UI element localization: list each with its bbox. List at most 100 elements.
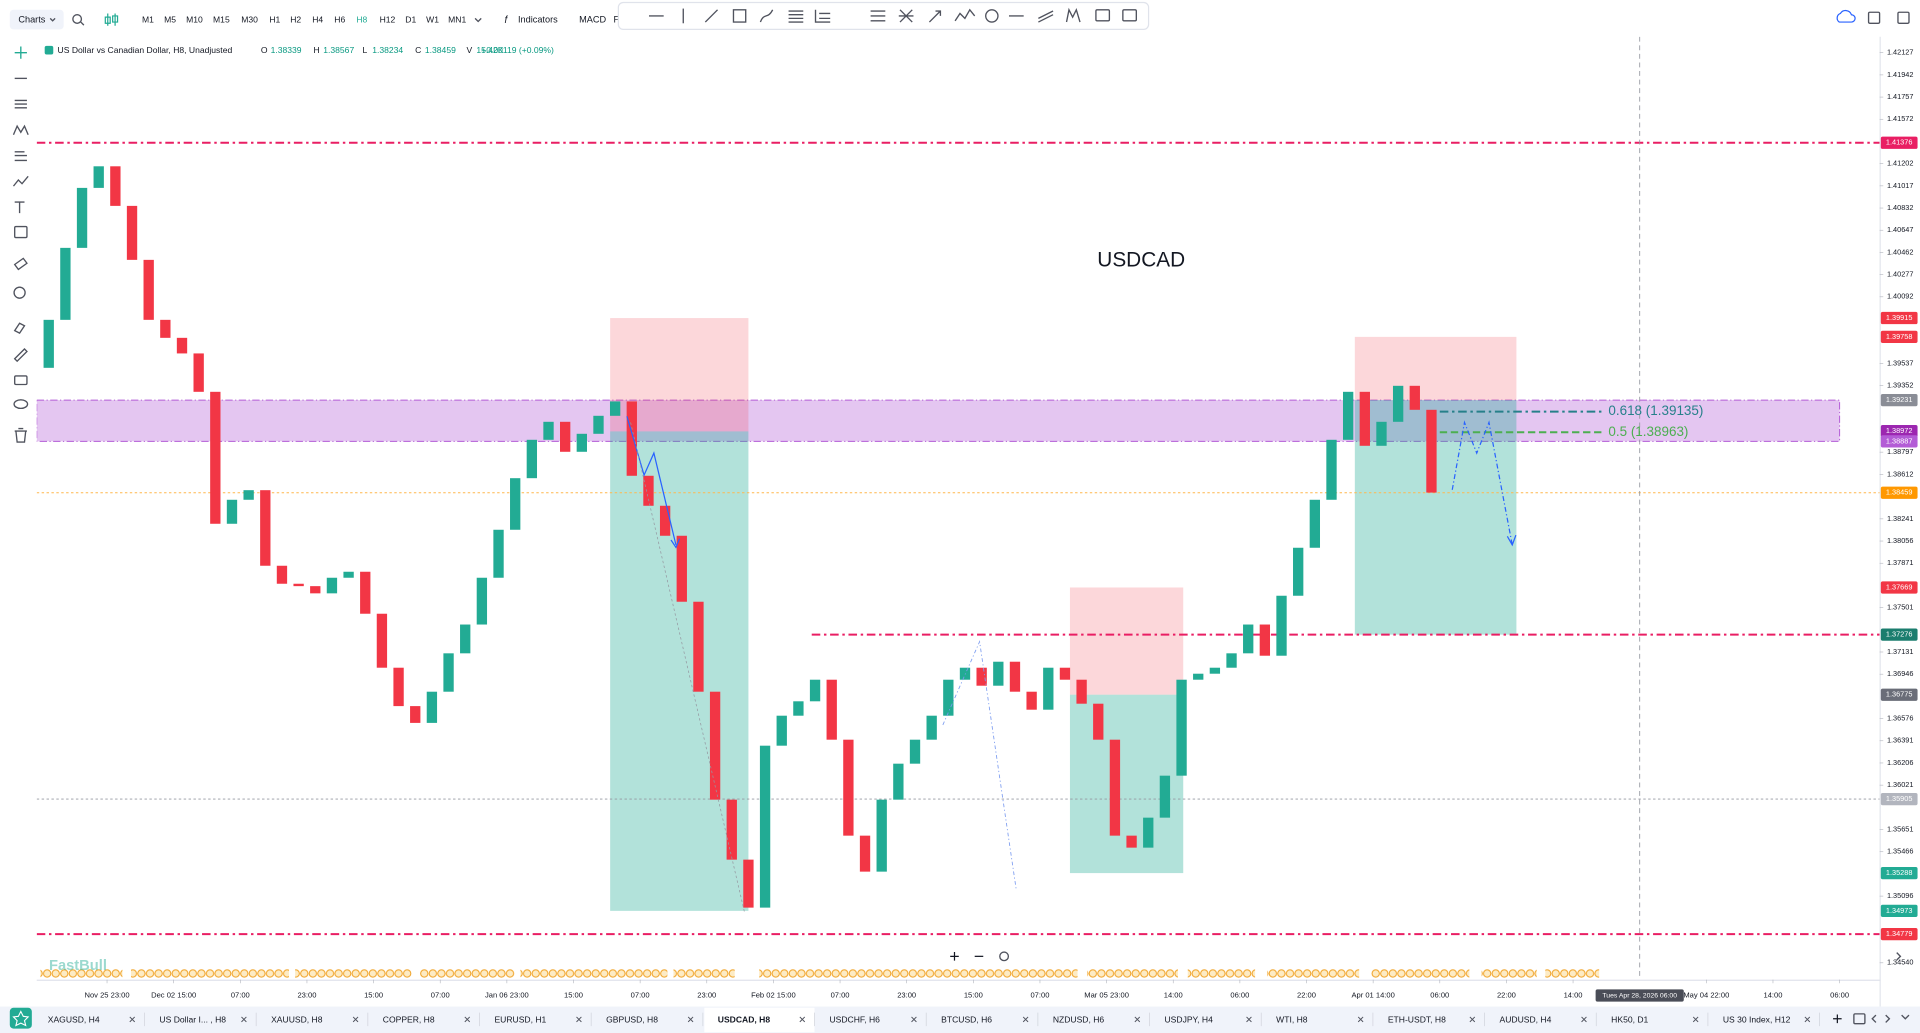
tab-close[interactable] xyxy=(1357,1016,1364,1023)
tab[interactable]: AUDUSD, H4 xyxy=(1500,1014,1552,1024)
cloud-icon[interactable] xyxy=(1836,9,1856,23)
event-markers[interactable] xyxy=(520,966,668,979)
tab[interactable]: NZDUSD, H6 xyxy=(1053,1014,1105,1024)
tool-parallel[interactable] xyxy=(1038,10,1054,23)
tab-close[interactable] xyxy=(1469,1016,1476,1023)
tab-close[interactable] xyxy=(1246,1016,1252,1023)
tool-path[interactable] xyxy=(12,175,29,187)
tool-fib[interactable] xyxy=(788,10,804,23)
tab[interactable]: US 30 Index, H12 xyxy=(1723,1014,1791,1024)
event-markers[interactable] xyxy=(1371,966,1470,979)
tab-close[interactable] xyxy=(1692,1016,1699,1023)
tool-zoom[interactable] xyxy=(13,286,26,299)
tool-lock[interactable] xyxy=(14,375,28,386)
tool-circle[interactable] xyxy=(985,9,999,23)
timeframe[interactable]: H1 xyxy=(269,14,280,24)
timeframe[interactable]: M10 xyxy=(186,14,203,24)
event-markers[interactable] xyxy=(673,966,735,979)
tab[interactable]: COPPER, H8 xyxy=(383,1014,435,1024)
tab-close[interactable] xyxy=(1804,1016,1811,1023)
zoom-in[interactable] xyxy=(950,952,959,961)
tool-stay[interactable] xyxy=(13,348,28,363)
add-tab[interactable] xyxy=(1833,1014,1842,1024)
tab[interactable]: XAUUSD, H8 xyxy=(271,1014,323,1024)
tab[interactable]: WTI, H8 xyxy=(1276,1014,1308,1024)
tool-pattern[interactable] xyxy=(12,124,29,135)
timeframe[interactable]: H6 xyxy=(334,14,345,24)
timeframe[interactable]: MN1 xyxy=(448,14,466,24)
timeframe[interactable]: M5 xyxy=(164,14,176,24)
favorites-button[interactable] xyxy=(9,1007,32,1029)
event-markers[interactable] xyxy=(1267,966,1360,979)
tool-trash[interactable] xyxy=(14,427,27,443)
tab[interactable]: EURUSD, H1 xyxy=(494,1014,546,1024)
tab-close[interactable] xyxy=(911,1016,917,1023)
macd-button[interactable]: MACD xyxy=(579,15,606,25)
timeframe[interactable]: H8 xyxy=(356,14,367,24)
tool-eye[interactable] xyxy=(13,399,29,410)
tool-pattern[interactable] xyxy=(1065,7,1081,23)
layout-icon[interactable] xyxy=(1853,1013,1866,1025)
tool-callout[interactable] xyxy=(1122,9,1137,22)
tool-fib[interactable] xyxy=(14,99,27,109)
tab[interactable]: BTCUSD, H6 xyxy=(941,1014,992,1024)
tab-scroll[interactable] xyxy=(1871,1014,1891,1023)
tab-close[interactable] xyxy=(464,1016,471,1023)
tab-menu[interactable] xyxy=(1901,1014,1910,1020)
tab[interactable]: HK50, D1 xyxy=(1611,1014,1648,1024)
tab[interactable]: USDJPY, H4 xyxy=(1164,1014,1213,1024)
tool-ruler[interactable] xyxy=(13,257,28,271)
tool-arrow[interactable] xyxy=(928,10,942,23)
tab[interactable]: XAGUSD, H4 xyxy=(48,1014,100,1024)
tool-channel[interactable] xyxy=(14,151,27,162)
timeframe[interactable]: H2 xyxy=(290,14,301,24)
timeframe[interactable]: M1 xyxy=(142,14,154,24)
tab[interactable]: US Dollar I... , H8 xyxy=(159,1014,226,1024)
tool-trend[interactable] xyxy=(704,9,719,23)
event-markers[interactable] xyxy=(131,966,289,979)
event-markers[interactable] xyxy=(420,966,515,979)
tab[interactable]: ETH-USDT, H8 xyxy=(1388,1014,1446,1024)
fullscreen-icon[interactable] xyxy=(1897,11,1910,24)
timeframe[interactable]: W1 xyxy=(426,14,439,24)
symbol-menu[interactable]: Charts xyxy=(18,15,45,25)
event-markers[interactable] xyxy=(759,966,1078,979)
search-icon[interactable] xyxy=(72,14,83,24)
snapshot-icon[interactable] xyxy=(1867,11,1881,24)
timeframe[interactable]: H4 xyxy=(312,14,323,24)
event-markers[interactable] xyxy=(40,966,123,979)
reset[interactable] xyxy=(999,951,1010,962)
event-markers[interactable] xyxy=(1481,966,1537,979)
tab[interactable]: USDCHF, H6 xyxy=(829,1014,880,1024)
event-markers[interactable] xyxy=(1087,966,1178,979)
tool-note[interactable] xyxy=(1095,9,1111,22)
tab-close[interactable] xyxy=(129,1016,136,1023)
tab-close[interactable] xyxy=(1022,1016,1029,1023)
tab[interactable]: USDCAD, H8 xyxy=(718,1014,771,1024)
tool-brush[interactable] xyxy=(759,9,774,23)
timeframe[interactable]: D1 xyxy=(405,14,416,24)
tab-close[interactable] xyxy=(1134,1016,1141,1023)
tool-path[interactable] xyxy=(954,8,976,22)
tab-close[interactable] xyxy=(687,1016,694,1023)
tool-cross[interactable] xyxy=(14,46,27,59)
symbol-menu-bg[interactable] xyxy=(9,9,64,30)
tool-fib-ext[interactable] xyxy=(814,9,831,23)
event-markers[interactable] xyxy=(1545,966,1600,979)
chart-type-icon[interactable] xyxy=(104,13,119,26)
tab-close[interactable] xyxy=(576,1016,582,1023)
timeframe[interactable]: M15 xyxy=(213,14,230,24)
tab-close[interactable] xyxy=(799,1016,806,1023)
tool-text[interactable] xyxy=(14,201,25,214)
tool-channel[interactable] xyxy=(870,10,886,22)
tab[interactable]: GBPUSD, H8 xyxy=(606,1014,658,1024)
event-markers[interactable] xyxy=(1187,966,1256,979)
indicators-button[interactable]: Indicators xyxy=(518,15,558,25)
tab-close[interactable] xyxy=(241,1016,247,1023)
timeframe[interactable]: H12 xyxy=(380,14,396,24)
event-markers[interactable] xyxy=(295,966,412,979)
tab-close[interactable] xyxy=(352,1016,359,1023)
tool-rect[interactable] xyxy=(732,9,747,23)
tab-close[interactable] xyxy=(1581,1016,1587,1023)
cut-item[interactable]: F xyxy=(613,15,619,25)
